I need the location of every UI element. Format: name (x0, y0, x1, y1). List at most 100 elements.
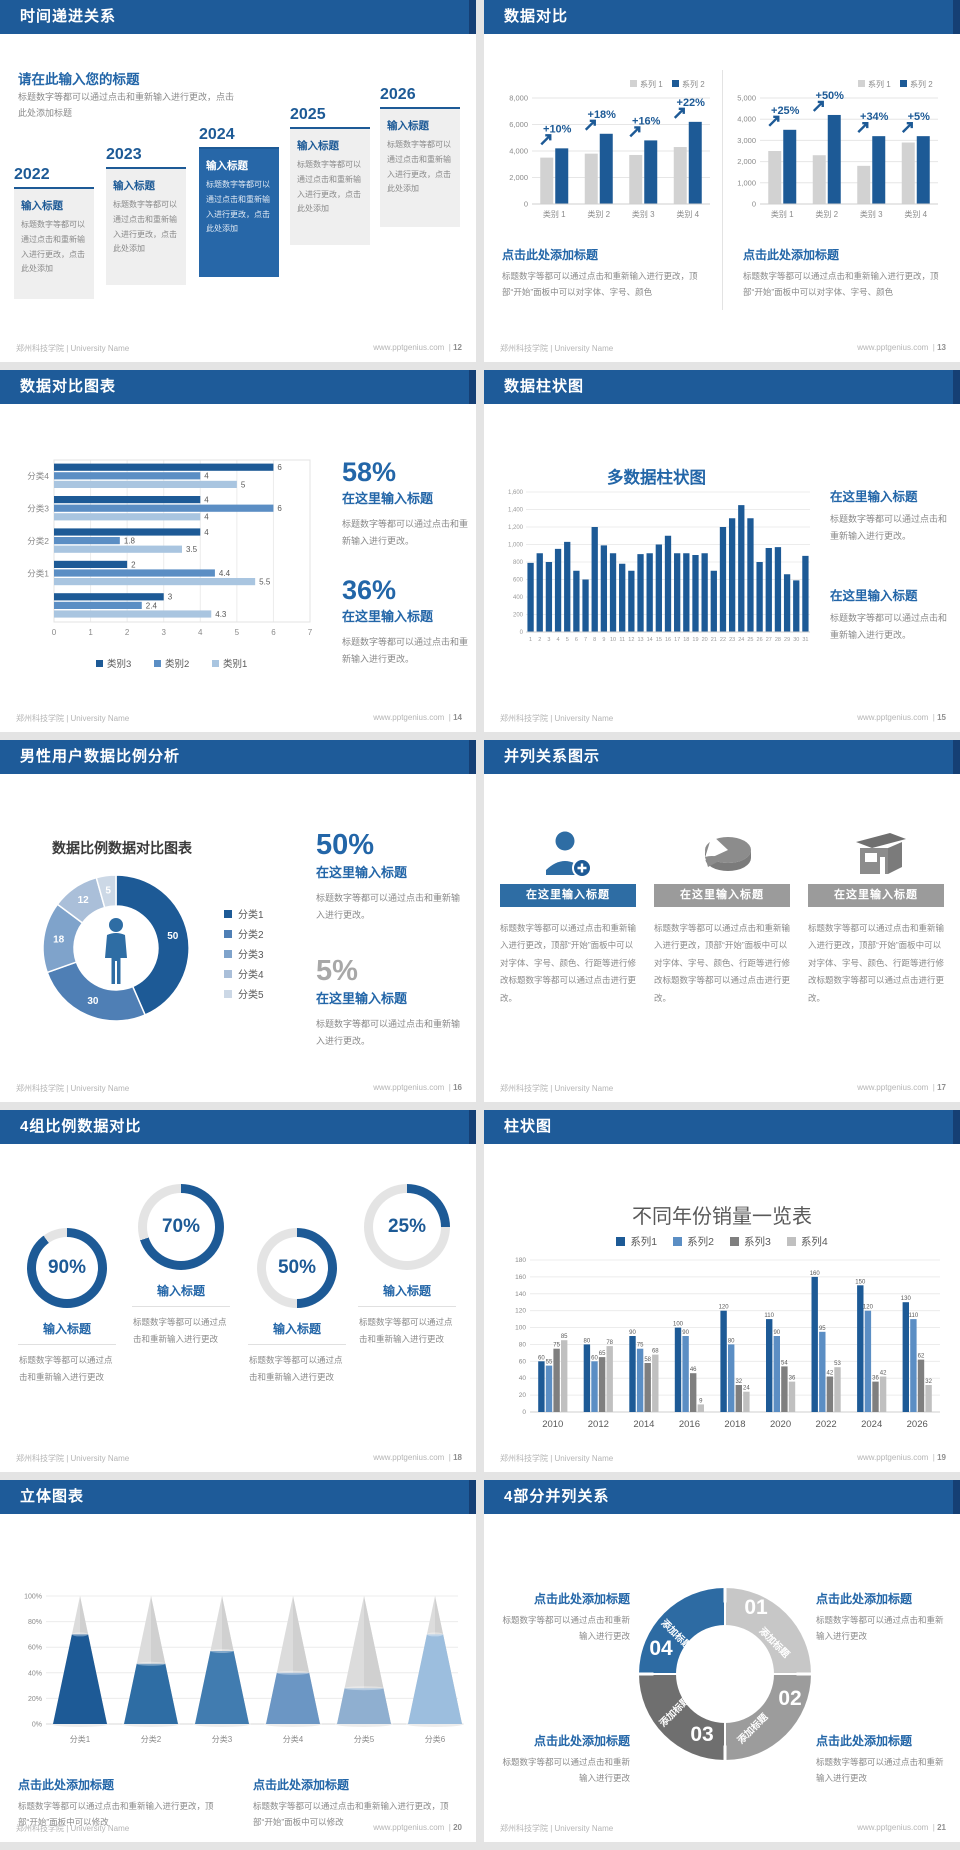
legend-item: 分类2 (224, 926, 264, 941)
slide-13-header: 数据对比 (484, 0, 960, 34)
slide-footer: 郑州科技学院 | University Name www.pptgenius.c… (500, 1083, 946, 1094)
svg-text:+25%: +25% (771, 105, 800, 117)
slide-21[interactable]: 4部分并列关系 01 添加标题 02 添加标题 03 添加标题 04 添加标题 点击此… (484, 1480, 960, 1842)
legend-item: 系列4 (786, 1234, 828, 1249)
block-body: 标题数字等都可以通过点击和重新输入进行更改，顶部“开始”面板中可以对字体、字号、… (502, 271, 698, 297)
svg-text:0: 0 (524, 200, 528, 209)
slide-18[interactable]: 4组比例数据对比 90% 输入标题 标题数字等都可以通过点击和重新输入进行更改 … (0, 1110, 476, 1472)
slide-15-header: 数据柱状图 (484, 370, 960, 404)
svg-text:60: 60 (538, 1355, 545, 1361)
svg-text:5: 5 (105, 886, 111, 897)
block-body: 标题数字等都可以通过点击和重新输入进行更改 (816, 1615, 944, 1641)
slide-20-header: 立体图表 (0, 1480, 476, 1514)
svg-text:+5%: +5% (908, 111, 931, 123)
page-number: 19 (937, 1453, 946, 1462)
svg-text:分类6: 分类6 (425, 1734, 446, 1744)
slide-title: 数据对比图表 (20, 378, 117, 395)
block-heading: 在这里输入标题 (830, 589, 918, 604)
svg-text:58: 58 (644, 1357, 651, 1363)
slide-20[interactable]: 立体图表 0% 20% 40% 60% 80% 100% 分类1 分类2 分类3 分类4 分类5 分类… (0, 1480, 476, 1842)
circular-diagram: 01 添加标题 02 添加标题 03 添加标题 04 添加标题 (639, 1588, 811, 1760)
shop-icon (808, 824, 944, 884)
page-number: 16 (453, 1083, 462, 1092)
svg-text:系列 1: 系列 1 (868, 79, 891, 89)
svg-text:5,000: 5,000 (737, 94, 756, 103)
timeline-item: 2025 输入标题 标题数字等都可以通过点击和重新输入进行更改，点击此处添加 (290, 106, 370, 245)
ring-heading: 输入标题 (42, 1322, 91, 1336)
svg-text:+22%: +22% (677, 97, 706, 109)
chart-legend: 分类1 分类2 分类3 分类4 分类5 (224, 906, 264, 1006)
part-number: 01 (744, 1596, 768, 1619)
svg-text:1,000: 1,000 (737, 178, 756, 187)
timeline-year: 2025 (290, 106, 370, 129)
slide-16[interactable]: 男性用户数据比例分析 数据比例数据对比图表 50 30 18 12 5 分类1 分类2 分类… (0, 740, 476, 1102)
svg-text:分类1: 分类1 (70, 1734, 91, 1744)
corner-block-bottom-left: 点击此处添加标题 标题数字等都可以通过点击和重新输入进行更改 (498, 1732, 630, 1786)
svg-text:12: 12 (78, 895, 90, 906)
svg-text:200: 200 (513, 613, 524, 619)
bar-chart-left: 0 2,000 4,000 6,000 8,000 类别 1 +10% 类别 2 +18% 类别 … (496, 74, 716, 240)
footer-org: 郑州科技学院 | University Name (16, 714, 130, 723)
slide-15[interactable]: 数据柱状图 多数据柱状图 0 200 400 600 800 1,000 1,200 1,40… (484, 370, 960, 732)
ring-body: 标题数字等都可以通过点击和重新输入进行更改 (19, 1355, 113, 1382)
svg-text:2010: 2010 (542, 1419, 563, 1430)
progress-ring: 25% (364, 1184, 450, 1270)
slide-14[interactable]: 数据对比图表 0 1 2 3 4 5 6 7 6 4 5 分类4 4 6 4 分类3 4 1.8 3.5 分类2 2 4.… (0, 370, 476, 732)
chart-legend: 系列1 系列2 系列3 系列4 (484, 1234, 960, 1249)
svg-text:80: 80 (584, 1338, 591, 1344)
column-body: 标题数字等都可以通过点击和重新输入进行更改，顶部“开始”面板中可以对字体、字号、… (654, 923, 791, 1003)
slide-13[interactable]: 数据对比 0 2,000 4,000 6,000 8,000 类别 1 +10% 类别 2 +1… (484, 0, 960, 362)
svg-text:100: 100 (673, 1322, 684, 1328)
slide-17[interactable]: 并列关系图示 在这里输入标题 标题数字等都可以通过点击和重新输入进行更改，顶部“… (484, 740, 960, 1102)
timeline-card: 输入标题 标题数字等都可以通过点击和重新输入进行更改，点击此处添加 (106, 169, 186, 285)
svg-text:+18%: +18% (588, 109, 617, 121)
svg-text:1,600: 1,600 (508, 490, 524, 496)
svg-text:分类2: 分类2 (141, 1734, 162, 1744)
svg-text:110: 110 (909, 1313, 919, 1319)
svg-text:系列 1: 系列 1 (640, 79, 663, 89)
timeline-year: 2026 (380, 86, 460, 109)
part-number: 03 (690, 1723, 714, 1746)
footer-site: www.pptgenius.com | 20 (373, 1823, 462, 1832)
svg-text:6,000: 6,000 (509, 120, 528, 129)
block-body: 标题数字等都可以通过点击和重新输入进行更改，顶部“开始”面板中可以修改 (253, 1801, 449, 1827)
svg-text:分类2: 分类2 (27, 536, 49, 546)
stat-block: 36% 在这里输入标题 标题数字等都可以通过点击和重新输入进行更改。 (342, 575, 468, 668)
svg-text:54: 54 (781, 1360, 788, 1366)
footer-site: www.pptgenius.com | 21 (857, 1823, 946, 1832)
slide-12[interactable]: 时间递进关系 请在此输入您的标题 标题数字等都可以通过点击和重新输入进行更改，点… (0, 0, 476, 362)
svg-text:22: 22 (720, 637, 726, 643)
text-block: 点击此处添加标题 标题数字等都可以通过点击和重新输入进行更改，顶部“开始”面板中… (502, 246, 707, 300)
svg-text:32: 32 (735, 1379, 742, 1385)
svg-text:65: 65 (599, 1351, 606, 1357)
slide-14-header: 数据对比图表 (0, 370, 476, 404)
ring-heading: 输入标题 (272, 1322, 321, 1336)
timeline-year: 2024 (199, 126, 279, 149)
svg-text:400: 400 (513, 595, 524, 601)
section-intro: 标题数字等都可以通过点击和重新输入进行更改，点击此处添加标题 (18, 92, 235, 118)
svg-text:1: 1 (529, 637, 532, 643)
block-heading: 点击此处添加标题 (816, 1734, 913, 1748)
slide-footer: 郑州科技学院 | University Name www.pptgenius.c… (16, 1823, 462, 1834)
stat-heading: 在这里输入标题 (342, 608, 434, 624)
timeline-card-title: 输入标题 (113, 180, 155, 192)
svg-text:50: 50 (167, 931, 179, 942)
part-number: 04 (649, 1637, 673, 1660)
svg-text:分类4: 分类4 (27, 471, 49, 481)
timeline-card-body: 标题数字等都可以通过点击和重新输入进行更改，点击此处添加 (113, 200, 177, 254)
svg-text:5: 5 (235, 628, 240, 637)
slide-footer: 郑州科技学院 | University Name www.pptgenius.c… (500, 1823, 946, 1834)
slide-footer: 郑州科技学院 | University Name www.pptgenius.c… (500, 713, 946, 724)
svg-text:85: 85 (561, 1334, 568, 1340)
ring-body: 标题数字等都可以通过点击和重新输入进行更改 (133, 1317, 227, 1344)
chart-title: 多数据柱状图 (607, 469, 706, 487)
text-blocks: 点击此处添加标题 标题数字等都可以通过点击和重新输入进行更改，顶部“开始”面板中… (18, 1776, 458, 1830)
footer-site: www.pptgenius.com | 13 (857, 343, 946, 352)
timeline-card: 输入标题 标题数字等都可以通过点击和重新输入进行更改，点击此处添加 (199, 149, 279, 277)
svg-text:4: 4 (204, 496, 209, 505)
footer-site: www.pptgenius.com | 15 (857, 713, 946, 722)
column-item: 在这里输入标题 标题数字等都可以通过点击和重新输入进行更改，顶部“开始”面板中可… (500, 824, 636, 1007)
block-body: 标题数字等都可以通过点击和重新输入进行更改，顶部“开始”面板中可以对字体、字号、… (743, 271, 939, 297)
slide-19[interactable]: 柱状图 不同年份销量一览表 系列1 系列2 系列3 系列4 0 20 40 60 80 100 1… (484, 1110, 960, 1472)
svg-text:分类3: 分类3 (212, 1734, 233, 1744)
